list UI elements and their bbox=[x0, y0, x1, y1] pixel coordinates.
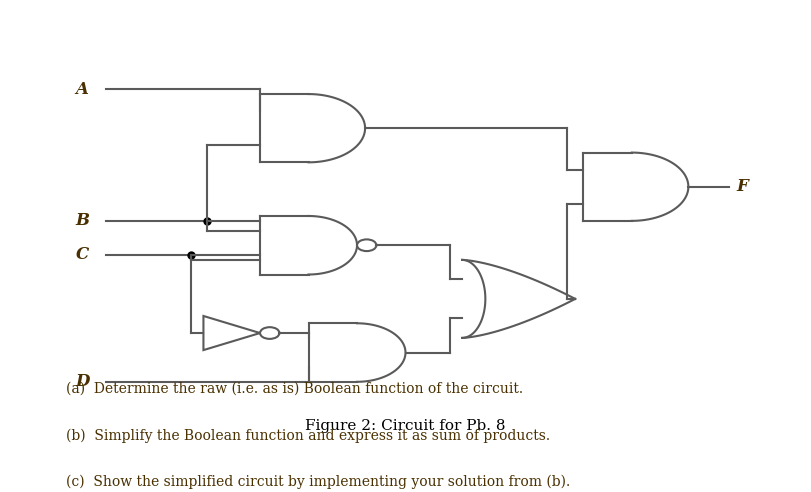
Text: C: C bbox=[75, 246, 89, 264]
Text: (c)  Show the simplified circuit by implementing your solution from (b).: (c) Show the simplified circuit by imple… bbox=[66, 475, 570, 489]
Text: (a)  Determine the raw (i.e. as is) Boolean function of the circuit.: (a) Determine the raw (i.e. as is) Boole… bbox=[66, 382, 523, 396]
Text: (b)  Simplify the Boolean function and express it as sum of products.: (b) Simplify the Boolean function and ex… bbox=[66, 428, 550, 443]
Text: A: A bbox=[75, 81, 88, 98]
Text: Figure 2: Circuit for Pb. 8: Figure 2: Circuit for Pb. 8 bbox=[305, 419, 506, 432]
Text: D: D bbox=[75, 373, 89, 390]
Text: F: F bbox=[737, 178, 749, 195]
Text: B: B bbox=[75, 213, 89, 229]
